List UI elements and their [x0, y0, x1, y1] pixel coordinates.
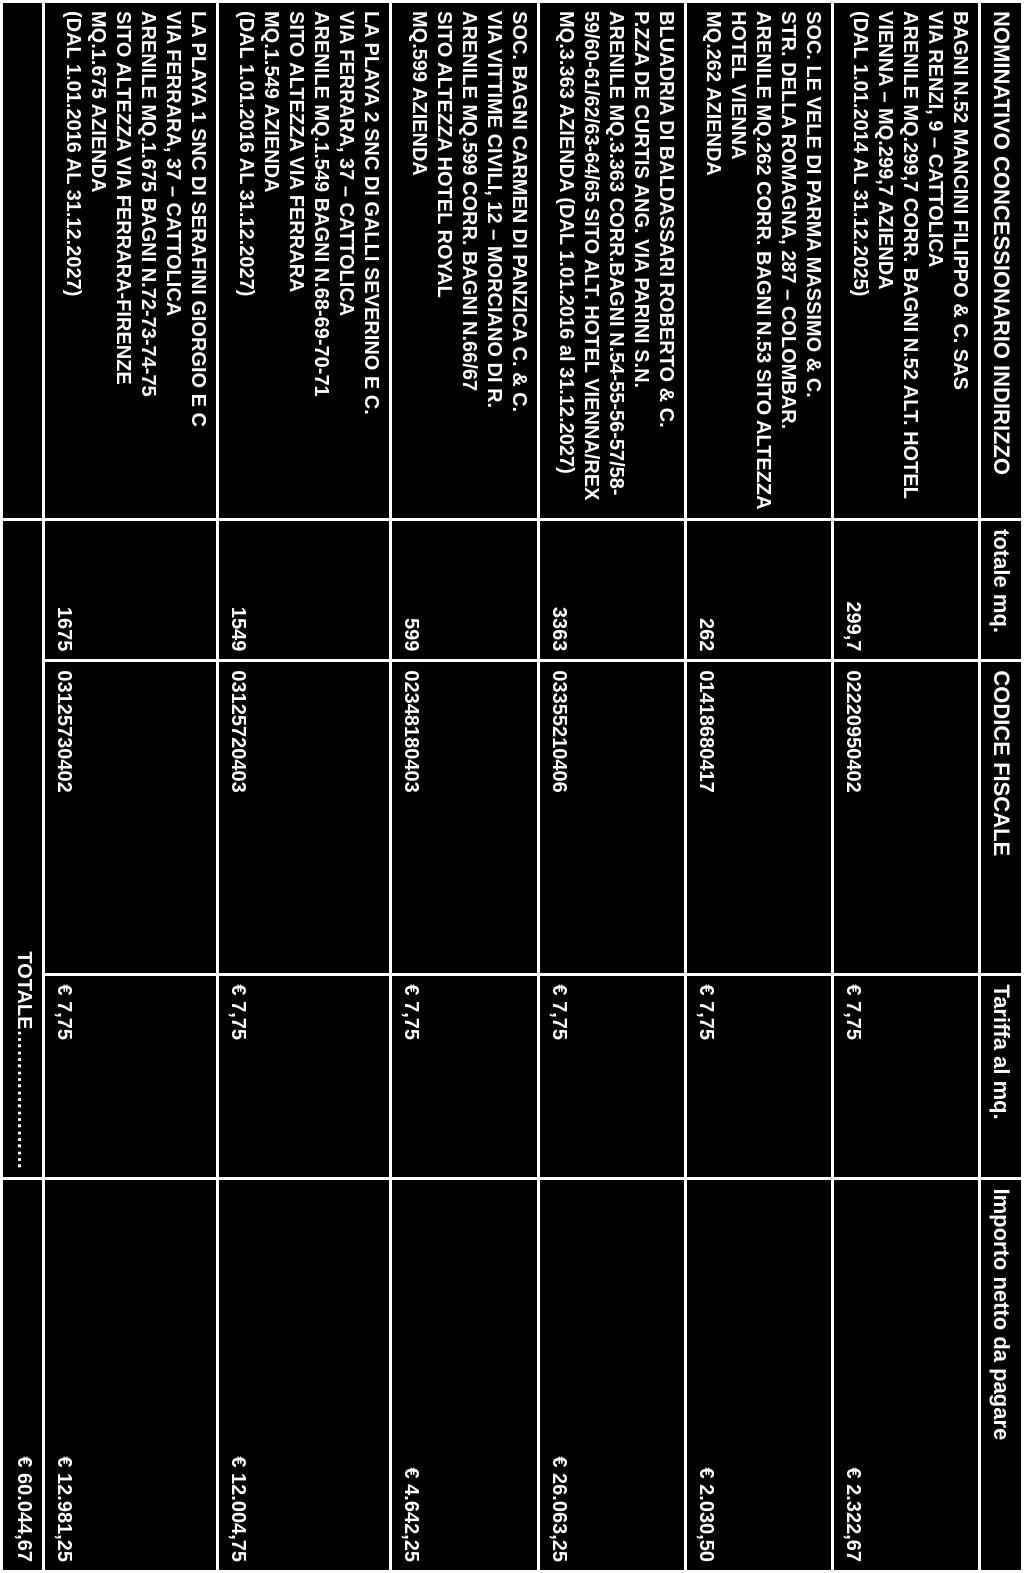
cell-importo: € 26.063,25	[538, 1179, 685, 1572]
table-row: LA PLAYA 2 SNC DI GALLI SEVERINO E C.VIA…	[217, 2, 391, 1572]
table-row: LA PLAYA 1 SNC DI SERAFINI GIORGIO E CVI…	[44, 2, 218, 1572]
cell-cf: 03125720403	[217, 661, 391, 975]
cell-mq: 299,7	[833, 520, 980, 661]
cell-tariffa: € 7,75	[538, 975, 685, 1179]
cell-importo: € 4.642,25	[391, 1179, 538, 1572]
cell-desc: LA PLAYA 2 SNC DI GALLI SEVERINO E C.VIA…	[217, 2, 391, 520]
cell-cf: 01418680417	[685, 661, 832, 975]
header-row: NOMINATIVO CONCESSIONARIO INDIRIZZO tota…	[980, 2, 1023, 1572]
cell-mq: 3363	[538, 520, 685, 661]
mq-value: 262	[695, 618, 717, 651]
table-row: BAGNI N.52 MANCINI FILIPPO & C. SASVIA R…	[833, 2, 980, 1572]
table-body: BAGNI N.52 MANCINI FILIPPO & C. SASVIA R…	[2, 2, 981, 1572]
cell-desc: BAGNI N.52 MANCINI FILIPPO & C. SASVIA R…	[833, 2, 980, 520]
mq-value: 299,7	[842, 601, 864, 651]
cell-tariffa: € 7,75	[833, 975, 980, 1179]
cell-desc: BLUADRIA DI BALDASSARI ROBERTO & C.P.ZZA…	[538, 2, 685, 520]
mq-value: 599	[400, 618, 422, 651]
cell-desc: SOC. LE VELE DI PARMA MASSIMO & C.STR. D…	[685, 2, 832, 520]
cell-cf: 03355210406	[538, 661, 685, 975]
cell-cf: 02348180403	[391, 661, 538, 975]
cell-cf: 02220950402	[833, 661, 980, 975]
rotated-container: NOMINATIVO CONCESSIONARIO INDIRIZZO tota…	[0, 0, 1024, 1573]
cell-mq: 262	[685, 520, 832, 661]
cell-mq: 1675	[44, 520, 218, 661]
total-value: € 60.044,67	[2, 1179, 44, 1572]
cell-tariffa: € 7,75	[217, 975, 391, 1179]
table-row: SOC. BAGNI CARMEN DI PANZICA C. & C.VIA …	[391, 2, 538, 1572]
cell-tariffa: € 7,75	[44, 975, 218, 1179]
mq-value: 3363	[548, 607, 570, 652]
cell-importo: € 12.981,25	[44, 1179, 218, 1572]
cell-mq: 599	[391, 520, 538, 661]
table-row: BLUADRIA DI BALDASSARI ROBERTO & C.P.ZZA…	[538, 2, 685, 1572]
mq-value: 1549	[227, 607, 249, 652]
col-header-totale-mq: totale mq.	[980, 520, 1023, 661]
cell-importo: € 2.322,67	[833, 1179, 980, 1572]
table-row: SOC. LE VELE DI PARMA MASSIMO & C.STR. D…	[685, 2, 832, 1572]
col-header-nominativo: NOMINATIVO CONCESSIONARIO INDIRIZZO	[980, 2, 1023, 520]
cell-tariffa: € 7,75	[391, 975, 538, 1179]
col-header-tariffa: Tariffa al mq.	[980, 975, 1023, 1179]
cell-mq: 1549	[217, 520, 391, 661]
col-header-importo: Importo netto da pagare	[980, 1179, 1023, 1572]
mq-value: 1675	[53, 607, 75, 652]
cell-desc: SOC. BAGNI CARMEN DI PANZICA C. & C.VIA …	[391, 2, 538, 520]
total-spacer-1	[2, 2, 44, 520]
total-row: TOTALE………………… € 60.044,67	[2, 2, 44, 1572]
cell-importo: € 12.004,75	[217, 1179, 391, 1572]
concession-table: NOMINATIVO CONCESSIONARIO INDIRIZZO tota…	[0, 0, 1024, 1573]
cell-cf: 03125730402	[44, 661, 218, 975]
col-header-codice-fiscale: CODICE FISCALE	[980, 661, 1023, 975]
cell-tariffa: € 7,75	[685, 975, 832, 1179]
cell-desc: LA PLAYA 1 SNC DI SERAFINI GIORGIO E CVI…	[44, 2, 218, 520]
total-label: TOTALE…………………	[2, 520, 44, 1179]
cell-importo: € 2.030,50	[685, 1179, 832, 1572]
